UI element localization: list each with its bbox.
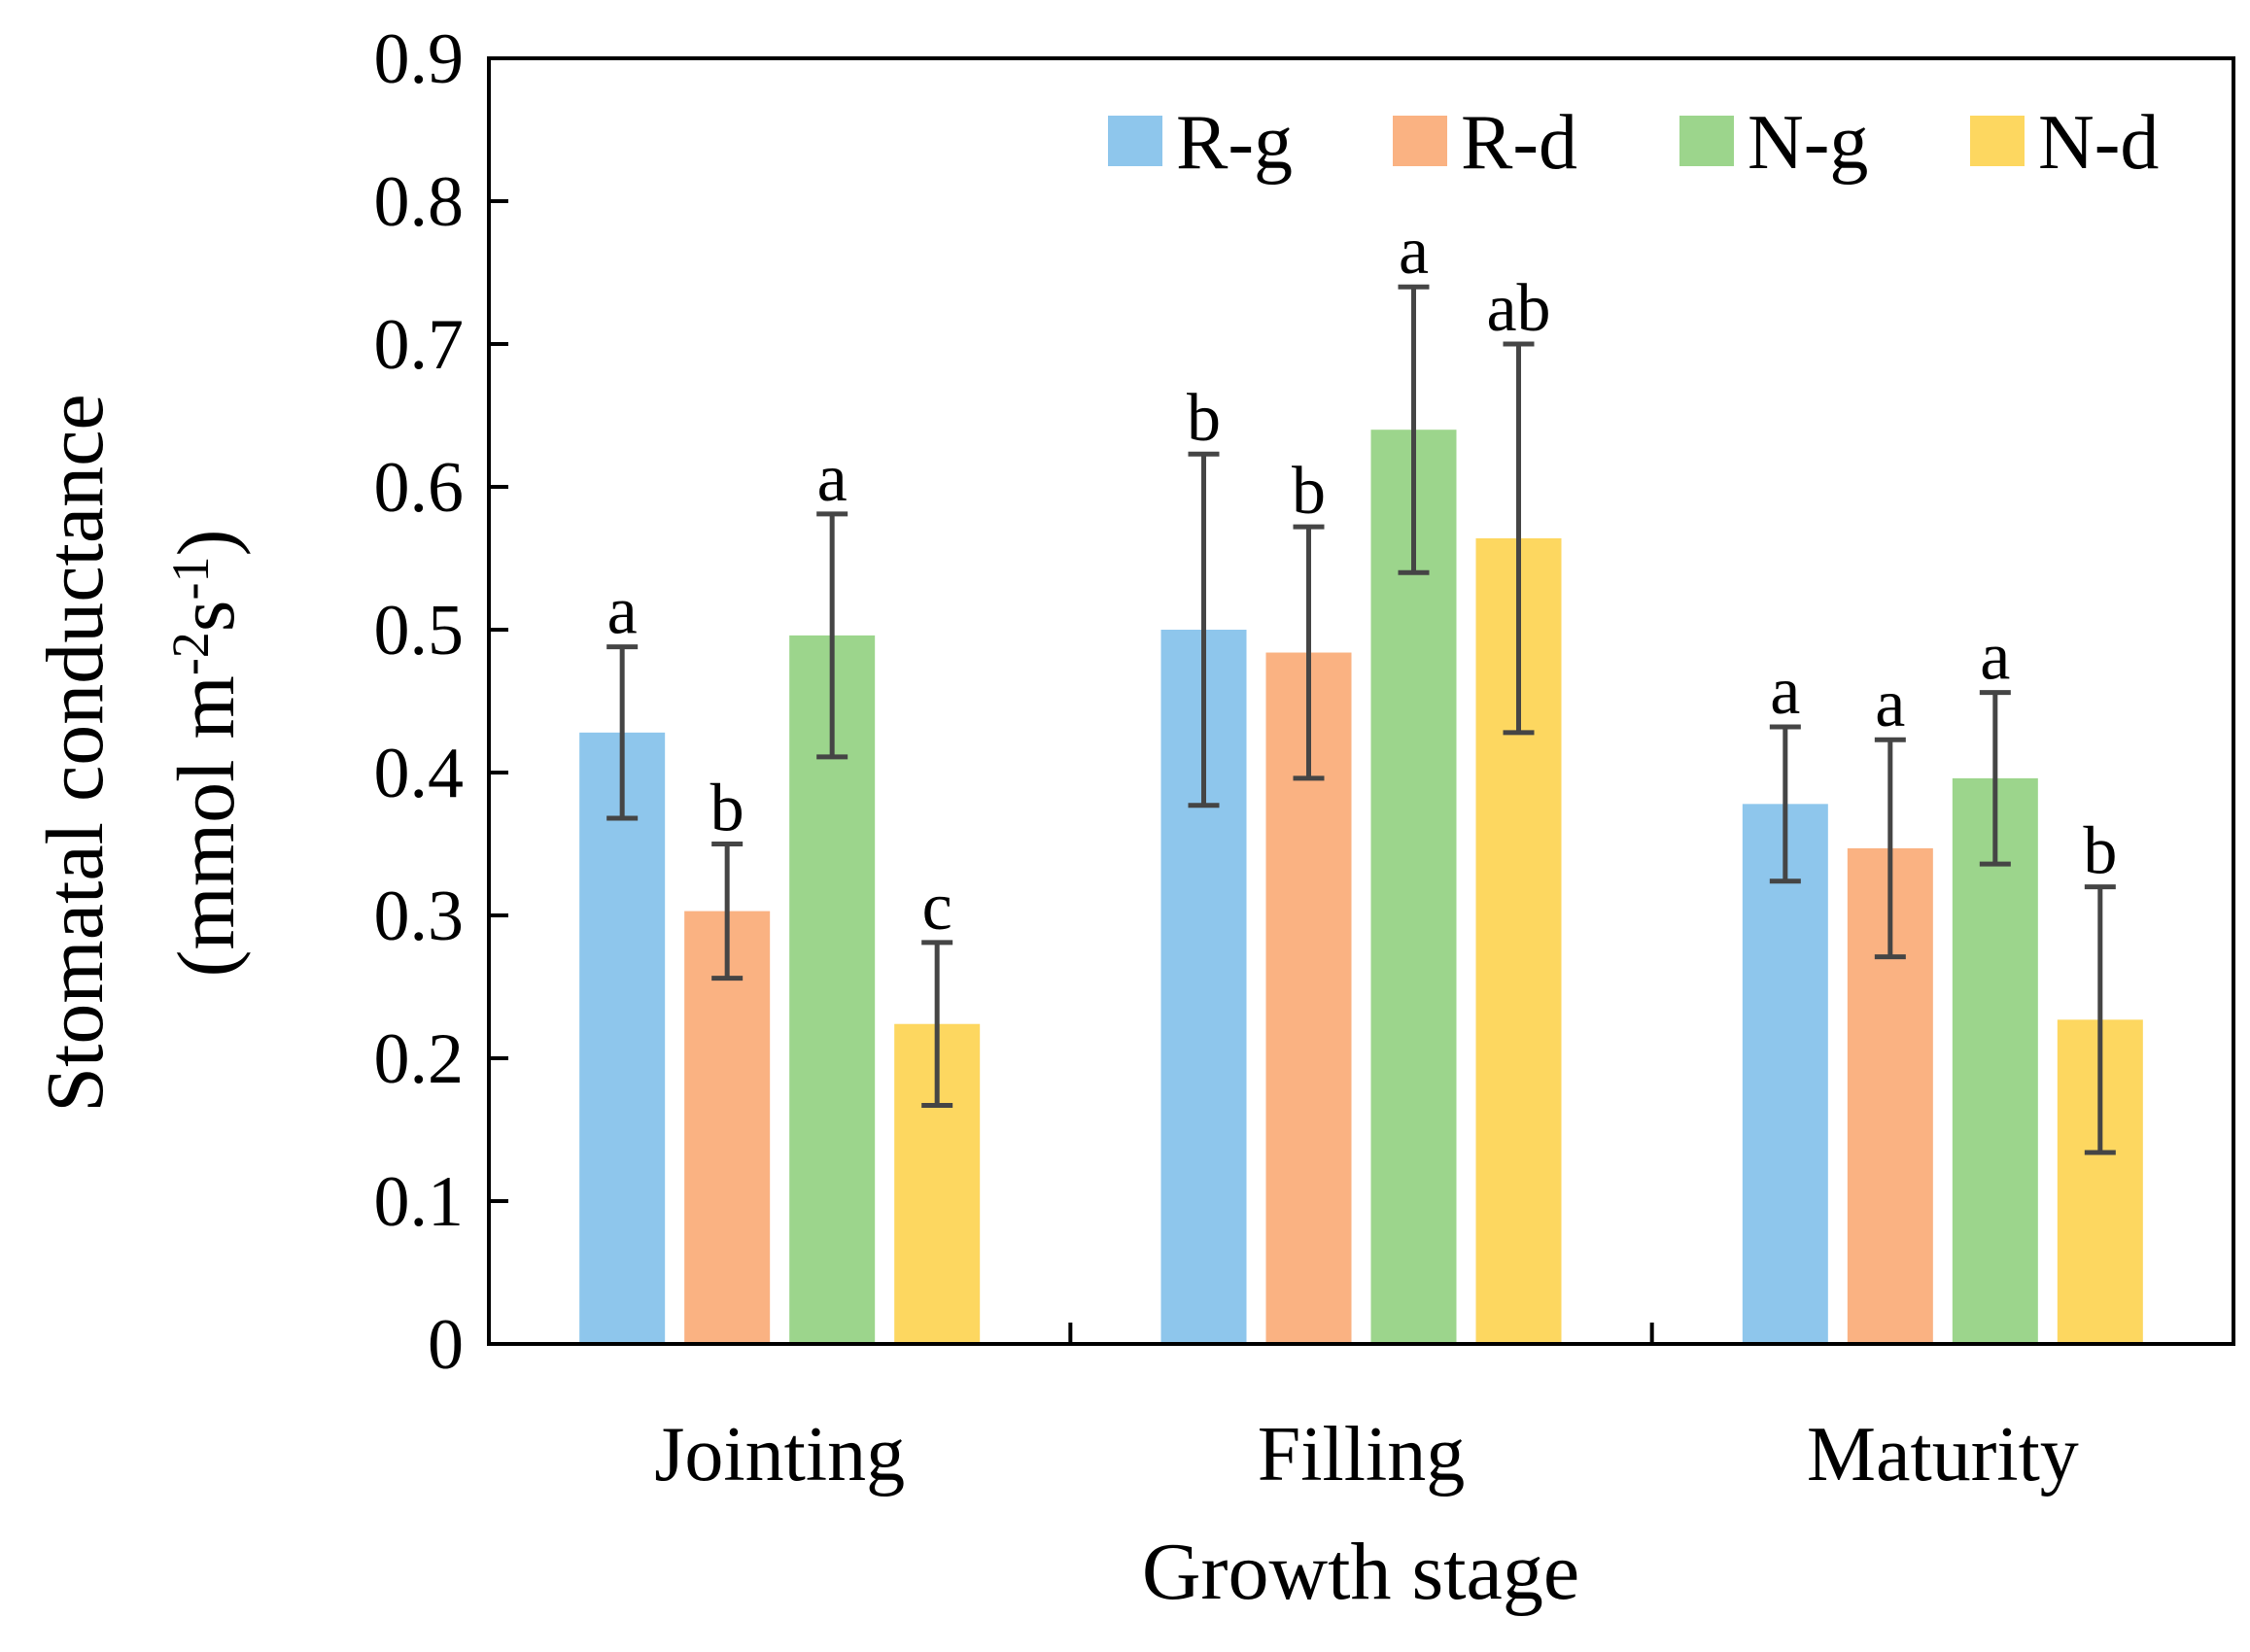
y-axis-title-unit-mid: s [161, 600, 252, 632]
legend-swatch [1679, 116, 1734, 166]
bar-n-g-filling [1370, 430, 1457, 1344]
significance-letter: b [2083, 814, 2117, 889]
significance-letter: a [1980, 620, 2010, 695]
bars-layer [579, 430, 2143, 1344]
error-bar-n-d-filling [1503, 341, 1535, 736]
legend-label: N-g [1748, 100, 1868, 186]
error-bar-r-g-filling [1188, 451, 1220, 809]
error-bar-n-d-jointing [921, 940, 953, 1109]
error-bar-n-g-jointing [816, 511, 848, 760]
error-bar-n-g-maturity [1979, 690, 2011, 867]
y-tick-label: 0.5 [374, 591, 465, 671]
legend-item-r-g: R-g [1108, 100, 1293, 186]
legend-label: N-d [2038, 100, 2159, 186]
y-axis-title-unit-sup2: -1 [161, 556, 220, 600]
error-bar-n-g-filling [1398, 284, 1430, 575]
x-tick-label-maturity: Maturity [1807, 1412, 2079, 1497]
y-axis-title-unit-open: (mmol m [161, 675, 252, 977]
legend-item-r-d: R-d [1393, 100, 1577, 186]
error-bars-layer [606, 284, 2116, 1155]
y-tick-label: 0.3 [374, 877, 465, 956]
y-tick-label: 0.6 [374, 448, 465, 528]
legend-swatch [1970, 116, 2025, 166]
y-tick-label: 0 [428, 1305, 464, 1385]
bar-n-g-maturity [1952, 777, 2038, 1344]
significance-letter: b [710, 772, 744, 846]
x-tick-label-filling: Filling [1258, 1412, 1465, 1497]
significance-letter: b [1187, 381, 1221, 456]
error-bar-n-d-maturity [2084, 884, 2116, 1155]
significance-letter: c [922, 870, 952, 945]
significance-letter: a [817, 441, 848, 516]
y-axis-title-unit-close: ) [161, 530, 252, 557]
y-tick-label: 0.9 [374, 19, 465, 99]
x-tick-label-jointing: Jointing [654, 1412, 905, 1497]
y-tick-label: 0.2 [374, 1019, 465, 1099]
legend-item-n-g: N-g [1679, 100, 1868, 186]
legend: R-g R-d N-g N-d [1108, 100, 2159, 186]
legend-label: R-d [1461, 100, 1577, 186]
significance-letter: a [1875, 667, 1905, 741]
significance-letter: b [1292, 454, 1326, 529]
legend-swatch [1393, 116, 1447, 166]
legend-swatch [1108, 116, 1162, 166]
y-axis-title: Stomatal conductance (mmol m-2s-1) [30, 394, 252, 1112]
y-tick-label: 0.8 [374, 162, 465, 242]
error-bar-r-d-maturity [1874, 737, 1906, 960]
x-axis-title: Growth stage [1142, 1527, 1579, 1617]
significance-letter: a [607, 574, 638, 649]
plot-frame [487, 56, 2235, 1346]
legend-label: R-g [1176, 100, 1293, 186]
significance-letter: a [1399, 214, 1429, 289]
significance-letter: a [1770, 654, 1800, 729]
bar-r-d-jointing [684, 911, 771, 1344]
error-bar-r-g-maturity [1769, 724, 1801, 884]
legend-item-n-d: N-d [1970, 100, 2159, 186]
error-bar-r-d-filling [1293, 524, 1325, 781]
significance-letter: ab [1486, 271, 1550, 346]
bar-r-g-maturity [1742, 804, 1828, 1344]
y-tick-label: 0.7 [374, 305, 465, 385]
bar-r-g-jointing [579, 732, 666, 1344]
y-axis-title-line1: Stomatal conductance [30, 394, 121, 1112]
axes-layer: Jointing Filling Maturity 0 0.1 0.2 0.3 0.4 0.5 0… [374, 19, 2235, 1497]
y-tick-label: 0.4 [374, 734, 465, 813]
y-axis-title-unit-sup1: -2 [161, 632, 220, 675]
error-bar-r-d-jointing [711, 842, 744, 981]
error-bar-r-g-jointing [606, 644, 639, 821]
y-axis-title-line2: (mmol m-2s-1) [161, 530, 252, 978]
y-tick-label: 0.1 [374, 1162, 465, 1242]
